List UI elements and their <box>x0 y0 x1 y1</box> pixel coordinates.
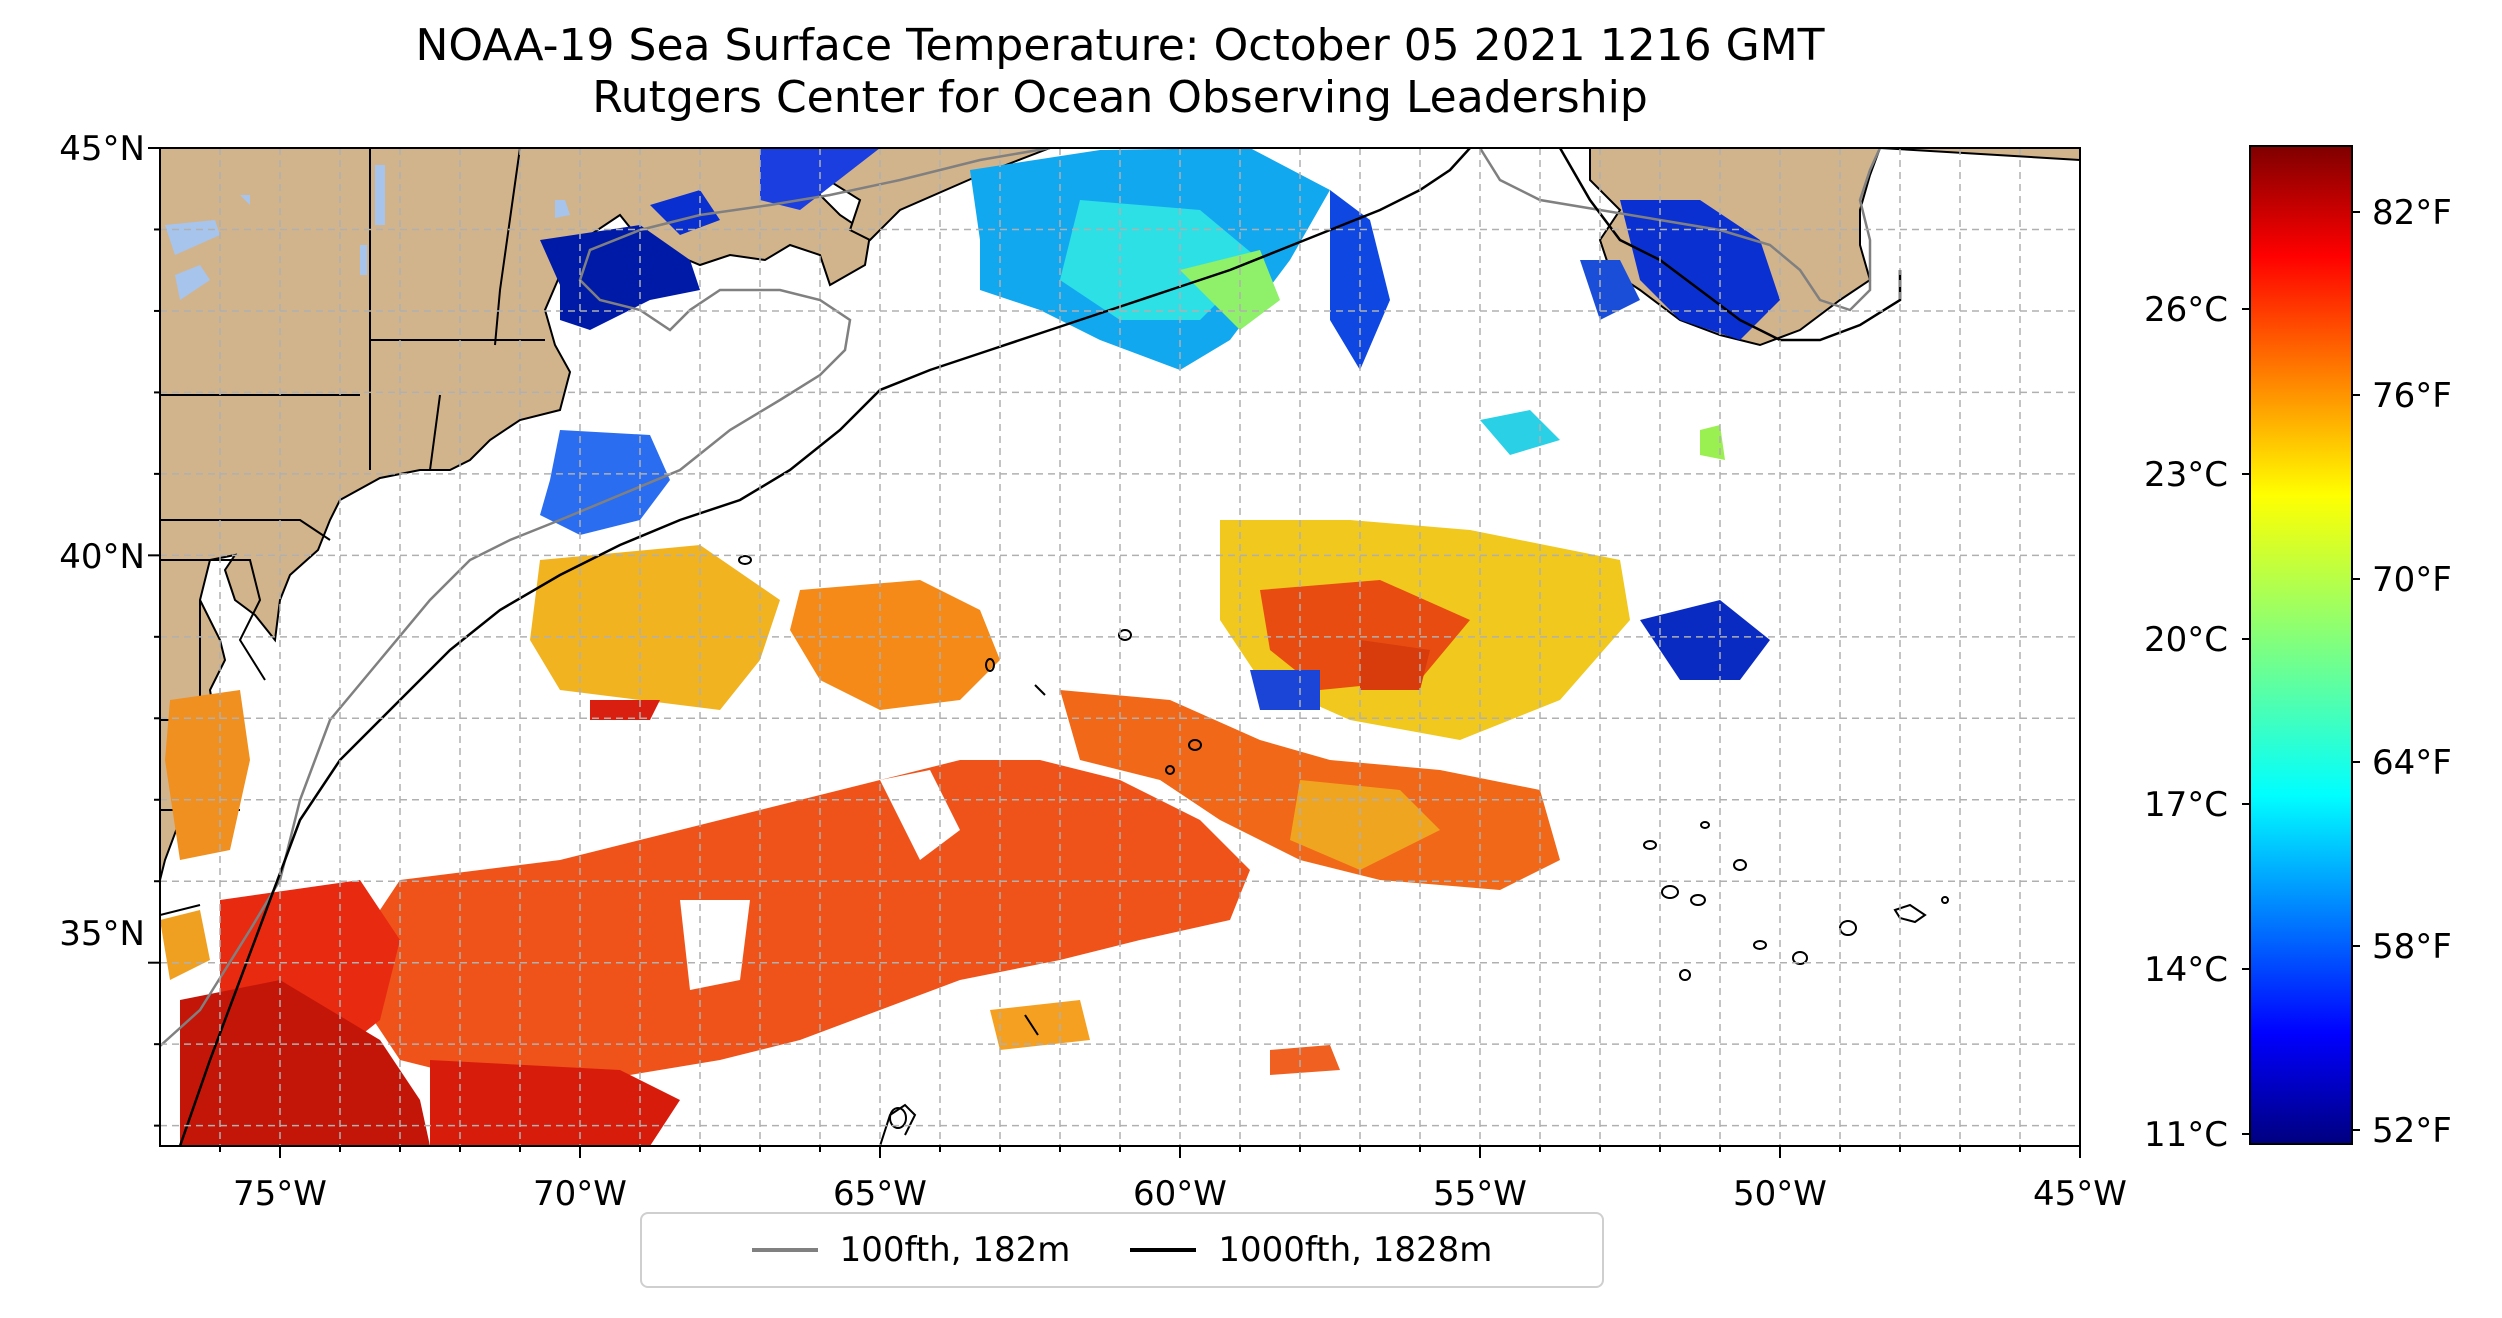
f-tick-82: 82°F <box>2372 193 2452 233</box>
x-tick-70w: 70°W <box>533 1174 627 1214</box>
map-area[interactable] <box>160 148 2080 1146</box>
title-line-2: Rutgers Center for Ocean Observing Leade… <box>592 72 1648 123</box>
c-tick-23: 23°C <box>2144 455 2228 495</box>
x-tick-labels: 75°W 70°W 65°W 60°W 55°W 50°W 45°W <box>233 1174 2127 1214</box>
y-tick-35n: 35°N <box>59 914 145 954</box>
f-tick-76: 76°F <box>2372 376 2452 416</box>
chart-title: NOAA-19 Sea Surface Temperature: October… <box>160 20 2080 124</box>
colorbar-gradient <box>2249 145 2353 1145</box>
legend-item-100fth: 100fth, 182m <box>751 1230 1071 1270</box>
land-mass <box>160 148 872 881</box>
x-tick-75w: 75°W <box>233 1174 327 1214</box>
x-tick-65w: 65°W <box>833 1174 927 1214</box>
x-tick-60w: 60°W <box>1133 1174 1227 1214</box>
x-tick-45w: 45°W <box>2033 1174 2127 1214</box>
x-tick-55w: 55°W <box>1433 1174 1527 1214</box>
title-line-1: NOAA-19 Sea Surface Temperature: October… <box>415 20 1825 71</box>
c-tick-20: 20°C <box>2144 620 2228 660</box>
f-tick-58: 58°F <box>2372 927 2452 967</box>
c-tick-26: 26°C <box>2144 290 2228 330</box>
legend-label-1000fth: 1000fth, 1828m <box>1218 1230 1493 1270</box>
c-tick-17: 17°C <box>2144 785 2228 825</box>
isobath-100fth-east <box>1478 148 1882 312</box>
legend-line-gray <box>751 1248 818 1252</box>
legend-label-100fth: 100fth, 182m <box>839 1230 1071 1270</box>
celsius-labels: 11°C 14°C 17°C 20°C 23°C 26°C <box>2144 290 2228 1155</box>
y-tick-40n: 40°N <box>59 537 145 577</box>
colorbar-ticks <box>2242 211 2360 1135</box>
legend: 100fth, 182m 1000fth, 1828m <box>640 1212 1604 1288</box>
fahrenheit-labels: 52°F 58°F 64°F 70°F 76°F 82°F <box>2372 193 2452 1151</box>
f-tick-52: 52°F <box>2372 1111 2452 1151</box>
gridlines <box>160 148 2080 1146</box>
colorbar: 11°C 14°C 17°C 20°C 23°C 26°C 52°F 58°F … <box>2144 145 2452 1155</box>
legend-line-black <box>1130 1248 1197 1252</box>
axis-ticks <box>148 147 2081 1158</box>
legend-item-1000fth: 1000fth, 1828m <box>1130 1230 1492 1270</box>
isobath-1000fth <box>178 148 1471 1146</box>
f-tick-70: 70°F <box>2372 560 2452 600</box>
y-tick-45n: 45°N <box>59 129 145 169</box>
c-tick-14: 14°C <box>2144 950 2228 990</box>
f-tick-64: 64°F <box>2372 743 2452 783</box>
x-tick-50w: 50°W <box>1733 1174 1827 1214</box>
c-tick-11: 11°C <box>2144 1115 2228 1155</box>
y-tick-labels: 35°N 40°N 45°N <box>59 129 145 954</box>
isobath-1000fth-east <box>1558 148 1902 342</box>
isobath-100fth <box>160 148 1051 1047</box>
